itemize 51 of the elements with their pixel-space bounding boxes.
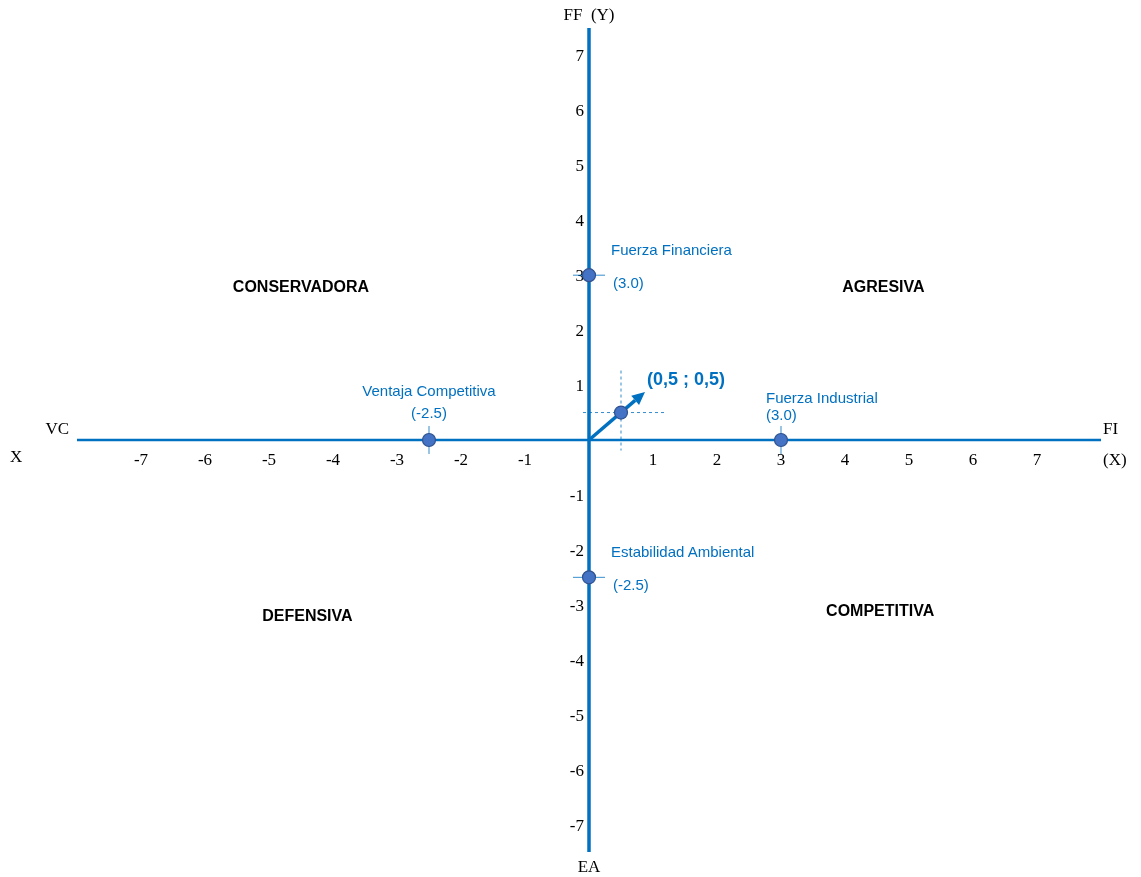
point [773,432,789,448]
y-tick-label: 1 [575,376,584,396]
x-tick-label: 6 [968,450,978,469]
x-tick-label: 7 [1032,450,1042,469]
y-tick-label: -3 [569,595,584,615]
data-label: (3.0) [613,274,644,292]
y-tick-label: 3 [575,266,584,286]
x-tick-label: 4 [840,450,850,469]
x-tick-label: 1 [648,450,658,469]
text: X [10,447,23,466]
point [581,570,597,585]
point [613,405,629,420]
y-tick-label: -7 [569,815,585,835]
y-tick-label: -2 [569,540,584,560]
annotation: Fuerza Industrial [766,389,878,406]
y-tick-label: 7 [575,46,585,66]
x-tick-label: -5 [261,450,277,469]
annotation: DEFENSIVA [262,607,354,625]
x-tick-label: -3 [389,450,405,469]
data-label: (-2.5) [613,576,649,594]
point [421,432,437,448]
y-tick-label: 6 [575,101,584,121]
text: FI [1103,419,1119,438]
x-tick-label: 3 [776,450,786,469]
annotation: (-2.5) [411,404,447,421]
text: VC [45,419,69,438]
y-tick-label: -1 [569,485,584,505]
x-tick-label: 5 [904,450,914,469]
annotation: (3.0) [766,406,797,423]
y-tick-label: -5 [569,705,584,725]
x-axis-title: (X) [1103,450,1127,469]
x-tick-label: -2 [453,450,469,469]
annotation: COMPETITIVA [826,601,935,619]
y-tick-label: 5 [575,156,584,176]
annotation: Fuerza Financiera [611,241,733,259]
annotation: Ventaja Competitiva [362,382,497,399]
x-tick-label: -1 [517,450,533,469]
x-tick-label: 2 [712,450,722,469]
x-tick-label: -7 [133,450,149,469]
y-tick-label: 2 [575,321,584,341]
y-axis-title: FF (Y) [563,5,615,24]
y-tick-label: -4 [569,650,585,670]
text: EA [577,857,602,876]
data-label: (0,5 ; 0,5) [647,368,726,389]
x-tick-label: -4 [325,450,341,469]
y-tick-label: -6 [569,760,584,780]
annotation: CONSERVADORA [232,277,370,295]
x-tick-label: -6 [197,450,213,469]
y-tick-label: 4 [575,211,585,231]
annotation: AGRESIVA [842,277,926,295]
annotation: Estabilidad Ambiental [611,543,755,561]
